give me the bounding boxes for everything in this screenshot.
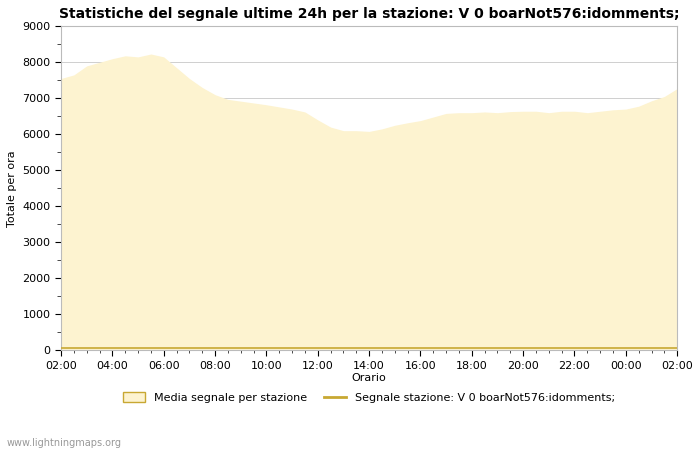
X-axis label: Orario: Orario bbox=[351, 374, 386, 383]
Y-axis label: Totale per ora: Totale per ora bbox=[7, 150, 17, 226]
Text: www.lightningmaps.org: www.lightningmaps.org bbox=[7, 438, 122, 448]
Title: Statistiche del segnale ultime 24h per la stazione: V 0 boarNot576:idomments;: Statistiche del segnale ultime 24h per l… bbox=[59, 7, 680, 21]
Legend: Media segnale per stazione, Segnale stazione: V 0 boarNot576:idomments;: Media segnale per stazione, Segnale staz… bbox=[123, 392, 615, 403]
